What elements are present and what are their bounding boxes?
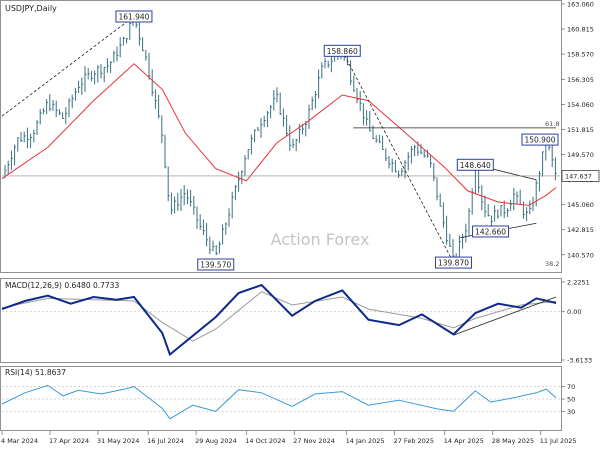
price-ytick-label: 154.060 [567,101,594,109]
watermark: Action Forex [271,230,370,249]
xtick-label: 14 Oct 2024 [245,437,285,445]
rsi-ytick-label: 50 [567,396,575,404]
level-label: 139.570 [200,261,231,270]
macd-line [1,283,557,357]
price-ytick-label: 160.815 [567,26,594,34]
rsi-ytick-label: 30 [567,408,575,416]
price-ytick-label: 158.570 [567,51,594,59]
price-ytick-label: 156.305 [567,76,594,84]
level-label-box [472,225,510,238]
rsi-panel-frame [0,366,562,431]
dashed-trendline [1,16,135,117]
price-plot: 161.940 158.860 139.570 139.870 148.640 142.6… [1,10,560,271]
price-ytick-label: 151.815 [567,126,594,134]
fib-level-label: 61.8 [545,120,559,128]
level-label-box [456,158,494,171]
level-label: 142.660 [475,227,506,236]
level-label-box [197,258,235,271]
xtick-label: 17 Apr 2024 [49,437,89,445]
level-label: 139.870 [438,259,469,268]
rsi-plot [1,384,560,420]
current-price-tag [561,170,600,182]
rsi-line [1,384,557,420]
current-price-label: 147.637 [565,172,592,180]
macd-panel-frame [0,278,562,363]
rsi-ytick-label: 70 [567,383,575,391]
xtick-label: 27 Feb 2025 [394,437,434,445]
price-ytick-label: 149.570 [567,151,594,159]
xtick-label: 28 May 2025 [492,437,534,445]
xtick-label: 4 Mar 2024 [1,437,38,445]
price-panel-frame [0,0,562,273]
macd-title: MACD(12,26,9) 0.6480 0.7733 [5,281,119,290]
xtick-label: 11 Jul 2025 [540,437,577,445]
axes: 163.060 160.815 158.570 156.305 154.060 151.8… [1,1,600,445]
fib-level-label: 38.2 [545,260,559,268]
xtick-label: 14 Apr 2025 [444,437,484,445]
xtick-label: 16 Jul 2024 [147,437,184,445]
level-label-box [323,44,361,57]
xtick-label: 29 Aug 2024 [195,437,237,445]
price-ytick-label: 163.060 [567,1,594,9]
moving-average-line [1,63,557,206]
xtick-label: 31 May 2024 [97,437,139,445]
macd-ytick-label: 0.00 [567,308,581,316]
macd-ytick-label: 2.2251 [567,279,590,287]
level-label-box [434,256,472,269]
rsi-title: RSI(14) 51.8637 [5,368,66,377]
chart-title: USDJPY,Daily [5,4,57,13]
level-label: 161.940 [118,12,149,21]
level-label-box [521,133,559,146]
price-ytick-label: 140.570 [567,251,594,259]
macd-trendline [453,296,557,336]
level-label: 158.860 [327,47,358,56]
xtick-label: 27 Nov 2024 [293,437,335,445]
macd-plot [1,283,560,357]
xtick-label: 14 Jan 2025 [346,437,385,445]
price-ytick-label: 145.060 [567,201,594,209]
macd-ytick-label: -3.6133 [567,357,592,365]
level-label: 150.900 [524,136,555,145]
price-ytick-label: 142.815 [567,226,594,234]
level-label: 148.640 [460,161,491,170]
level-label-box [115,10,153,23]
